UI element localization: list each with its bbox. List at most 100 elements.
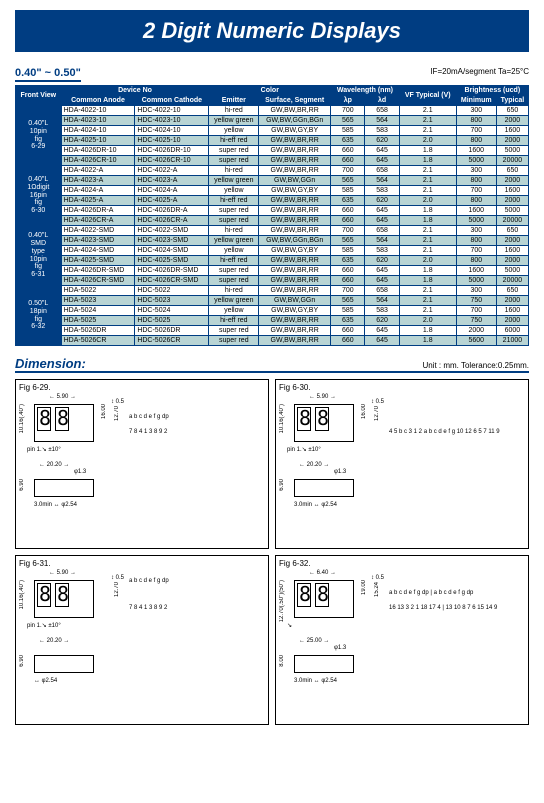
cell-vf: 2.0 [399,196,456,206]
fig-label: Fig 6-30. [279,383,525,392]
cell-ca: HDA-4026DR-A [61,206,135,216]
cell-cc: HDC-4025-A [135,196,209,206]
table-row: 0.50"L18pinfig6-32HDA-5022HDC-5022hi-red… [16,286,529,296]
cell-ca: HDA-4022-10 [61,106,135,116]
cell-ld: 583 [365,126,399,136]
cell-min: 1600 [456,206,496,216]
th-ca: Common Anode [61,96,135,106]
cell-cc: HDC-4023-SMD [135,236,209,246]
cell-min: 700 [456,246,496,256]
th-cc: Common Cathode [135,96,209,106]
th-wavelength: Wavelength (nm) [331,86,400,96]
fig-label: Fig 6-31. [19,559,265,568]
table-row: HDA-4025-10HDC-4025-10hi-eff redGW,BW,BR… [16,136,529,146]
cell-ca: HDA-5026CR [61,336,135,346]
cell-em: hi-eff red [209,256,259,266]
cell-min: 300 [456,106,496,116]
cell-typ: 650 [496,106,528,116]
cell-ld: 658 [365,106,399,116]
cell-vf: 1.8 [399,336,456,346]
cell-cc: HDC-5026CR [135,336,209,346]
cell-em: super red [209,276,259,286]
cell-typ: 20000 [496,276,528,286]
table-row: 0.40"LSMDtype10pinfig6-31HDA-4022-SMDHDC… [16,226,529,236]
fig-label: Fig 6-29. [19,383,265,392]
table-row: HDA-5026CRHDC-5026CRsuper redGW,BW,BR,RR… [16,336,529,346]
group-label: 0.40"LSMDtype10pinfig6-31 [16,226,62,286]
cell-ca: HDA-5022 [61,286,135,296]
cell-lp: 700 [331,286,365,296]
th-device-no: Device No [61,86,209,96]
cell-em: yellow [209,306,259,316]
cell-ld: 564 [365,116,399,126]
cell-cc: HDC-4024-A [135,186,209,196]
cell-ss: GW,BW,GY,BY [259,126,331,136]
cell-ss: GW,BW,GGn [259,176,331,186]
cell-typ: 2000 [496,236,528,246]
cell-min: 750 [456,316,496,326]
cell-em: yellow green [209,296,259,306]
cell-em: hi-eff red [209,136,259,146]
cell-vf: 2.0 [399,256,456,266]
cell-cc: HDC-5023 [135,296,209,306]
th-min: Minimum [456,96,496,106]
cell-cc: HDC-4023-10 [135,116,209,126]
cell-ca: HDA-5024 [61,306,135,316]
cell-vf: 2.1 [399,186,456,196]
cell-lp: 660 [331,266,365,276]
cell-em: hi-red [209,286,259,296]
cell-vf: 2.1 [399,296,456,306]
cell-cc: HDC-4025-SMD [135,256,209,266]
cell-vf: 2.1 [399,286,456,296]
cell-vf: 2.1 [399,236,456,246]
cell-em: yellow [209,186,259,196]
cell-em: hi-eff red [209,196,259,206]
cell-min: 5000 [456,156,496,166]
cell-typ: 2000 [496,296,528,306]
cell-cc: HDC-4022-10 [135,106,209,116]
cell-em: super red [209,146,259,156]
cell-lp: 585 [331,306,365,316]
cell-cc: HDC-4026CR-10 [135,156,209,166]
cell-ca: HDA-5026DR [61,326,135,336]
cell-vf: 2.1 [399,226,456,236]
cell-vf: 1.8 [399,156,456,166]
cell-min: 300 [456,226,496,236]
cell-lp: 565 [331,236,365,246]
cell-cc: HDC-5022 [135,286,209,296]
cell-ss: GW,BW,GGn [259,296,331,306]
cell-ld: 583 [365,186,399,196]
cell-min: 750 [456,296,496,306]
cell-vf: 2.1 [399,106,456,116]
cell-min: 800 [456,116,496,126]
cell-ca: HDA-4023-SMD [61,236,135,246]
cell-em: yellow [209,246,259,256]
cell-vf: 2.1 [399,306,456,316]
cell-ca: HDA-4022-SMD [61,226,135,236]
cell-ss: GW,BW,BR,RR [259,226,331,236]
cell-ss: GW,BW,BR,RR [259,136,331,146]
cell-lp: 660 [331,206,365,216]
cell-ld: 645 [365,326,399,336]
cell-typ: 1600 [496,246,528,256]
cell-em: super red [209,326,259,336]
cell-ss: GW,BW,BR,RR [259,146,331,156]
table-row: HDA-4026CR-SMDHDC-4026CR-SMDsuper redGW,… [16,276,529,286]
cell-min: 5000 [456,216,496,226]
cell-typ: 5000 [496,206,528,216]
cell-ca: HDA-4026CR-A [61,216,135,226]
cell-lp: 585 [331,186,365,196]
cell-cc: HDC-4026DR-A [135,206,209,216]
th-brightness: Brightness (ucd) [456,86,528,96]
cell-min: 5000 [456,276,496,286]
group-label: 0.40"L1Ωdigit16pinfig6-30 [16,166,62,226]
fig-label: Fig 6-32. [279,559,525,568]
cell-ca: HDA-4026CR-10 [61,156,135,166]
cell-ld: 620 [365,316,399,326]
cell-ss: GW,BW,BR,RR [259,106,331,116]
cell-ss: GW,BW,BR,RR [259,276,331,286]
cell-lp: 700 [331,166,365,176]
th-vf: VF Typical (V) [399,86,456,106]
dimension-unit: Unit : mm. Tolerance:0.25mm. [422,361,529,370]
cell-ca: HDA-4026DR-SMD [61,266,135,276]
